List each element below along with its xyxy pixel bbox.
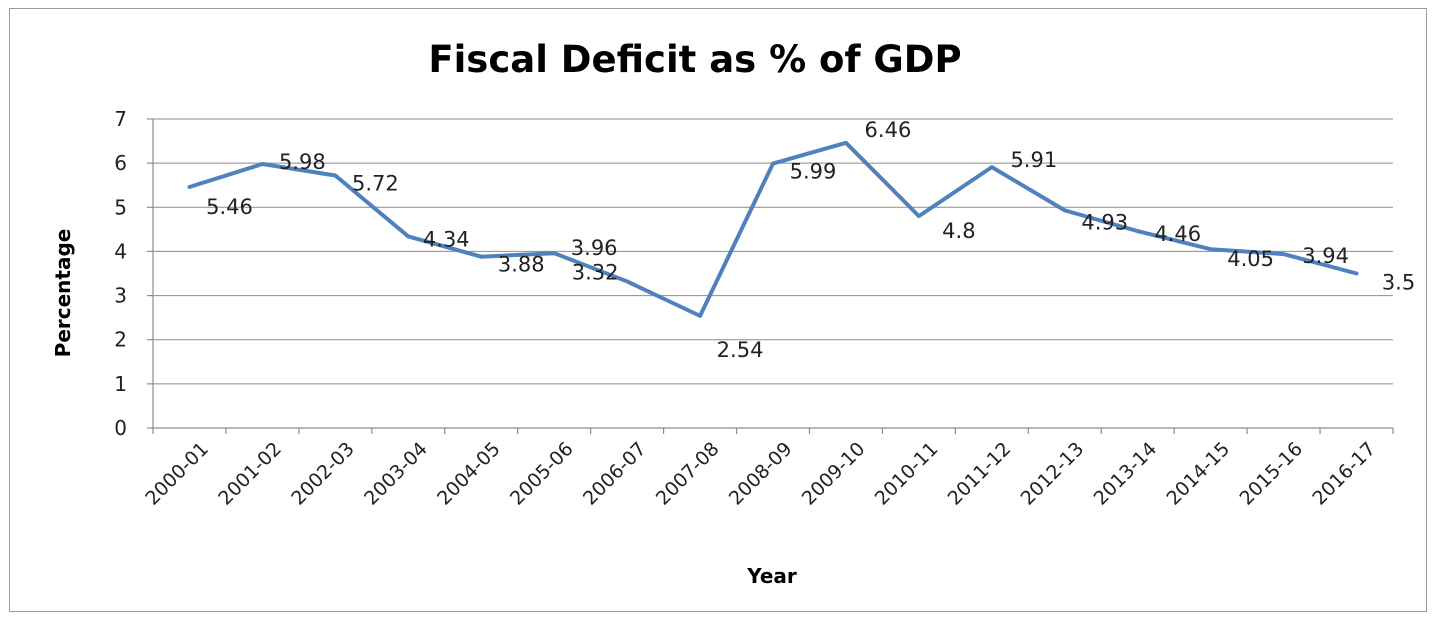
x-tick-label: 2009-10	[798, 438, 870, 510]
x-tick-label: 2003-04	[360, 438, 432, 510]
data-label: 4.93	[1081, 210, 1128, 234]
x-tick-label: 2005-06	[506, 438, 578, 510]
y-tick-label: 1	[114, 372, 127, 396]
data-label: 6.46	[865, 118, 912, 142]
chart-title: Fiscal Deficit as % of GDP	[428, 38, 961, 81]
x-tick-label: 2010-11	[871, 438, 943, 510]
series-line	[187, 140, 1359, 318]
data-label: 3.96	[571, 236, 618, 260]
x-tick-label: 2016-17	[1308, 438, 1380, 510]
y-tick-label: 4	[114, 239, 127, 263]
data-label: 4.8	[942, 219, 975, 243]
data-label: 3.94	[1302, 244, 1349, 268]
data-label: 5.46	[206, 195, 253, 219]
x-axis-title: Year	[746, 564, 797, 588]
y-tick-label: 2	[114, 328, 127, 352]
x-tick-label: 2000-01	[141, 438, 213, 510]
data-label: 5.98	[279, 150, 326, 174]
x-tick-label: 2002-03	[287, 438, 359, 510]
data-label: 4.05	[1227, 247, 1274, 271]
data-label: 4.34	[423, 227, 470, 251]
data-label: 5.72	[352, 172, 399, 196]
gridlines	[153, 118, 1393, 385]
data-label: 5.91	[1010, 148, 1057, 172]
y-tick-label: 5	[114, 195, 127, 219]
x-tick-label: 2008-09	[725, 438, 797, 510]
x-tick-label: 2004-05	[433, 438, 505, 510]
x-tick-label: 2015-16	[1235, 438, 1307, 510]
y-tick-label: 7	[114, 107, 127, 131]
y-tick-label: 3	[114, 284, 127, 308]
data-label: 2.54	[717, 338, 764, 362]
y-tick-label: 6	[114, 151, 127, 175]
x-tick-label: 2007-08	[652, 438, 724, 510]
y-tick-label: 0	[114, 416, 127, 440]
data-label: 3.5	[1382, 271, 1415, 295]
x-tick-label: 2013-14	[1090, 438, 1162, 510]
x-tick-label: 2014-15	[1162, 438, 1234, 510]
data-label: 4.46	[1154, 222, 1201, 246]
data-label: 5.99	[790, 160, 837, 184]
chart-frame	[9, 8, 1427, 612]
x-tick-label: 2012-13	[1017, 438, 1089, 510]
x-tick-label: 2011-12	[944, 438, 1016, 510]
x-tick-label: 2001-02	[214, 438, 286, 510]
data-label: 3.32	[572, 260, 619, 284]
data-labels: 5.46 5.98 5.72 4.34 3.88 3.963.32 2.54 5.99 6.46…	[206, 118, 1415, 362]
data-label: 3.88	[498, 253, 545, 277]
x-tick-label: 2006-07	[579, 438, 651, 510]
series-layer	[187, 140, 1359, 318]
y-axis-title: Percentage	[51, 229, 75, 358]
